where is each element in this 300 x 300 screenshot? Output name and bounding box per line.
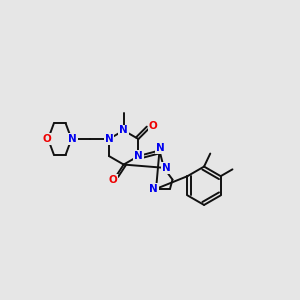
Text: N: N [119,125,128,136]
Text: N: N [162,163,171,173]
Text: N: N [156,143,165,153]
Text: O: O [42,134,51,144]
Text: O: O [148,121,158,131]
Text: N: N [149,184,158,194]
Text: N: N [134,151,143,161]
Text: N: N [68,134,77,144]
Text: N: N [105,134,113,144]
Text: O: O [109,175,117,185]
